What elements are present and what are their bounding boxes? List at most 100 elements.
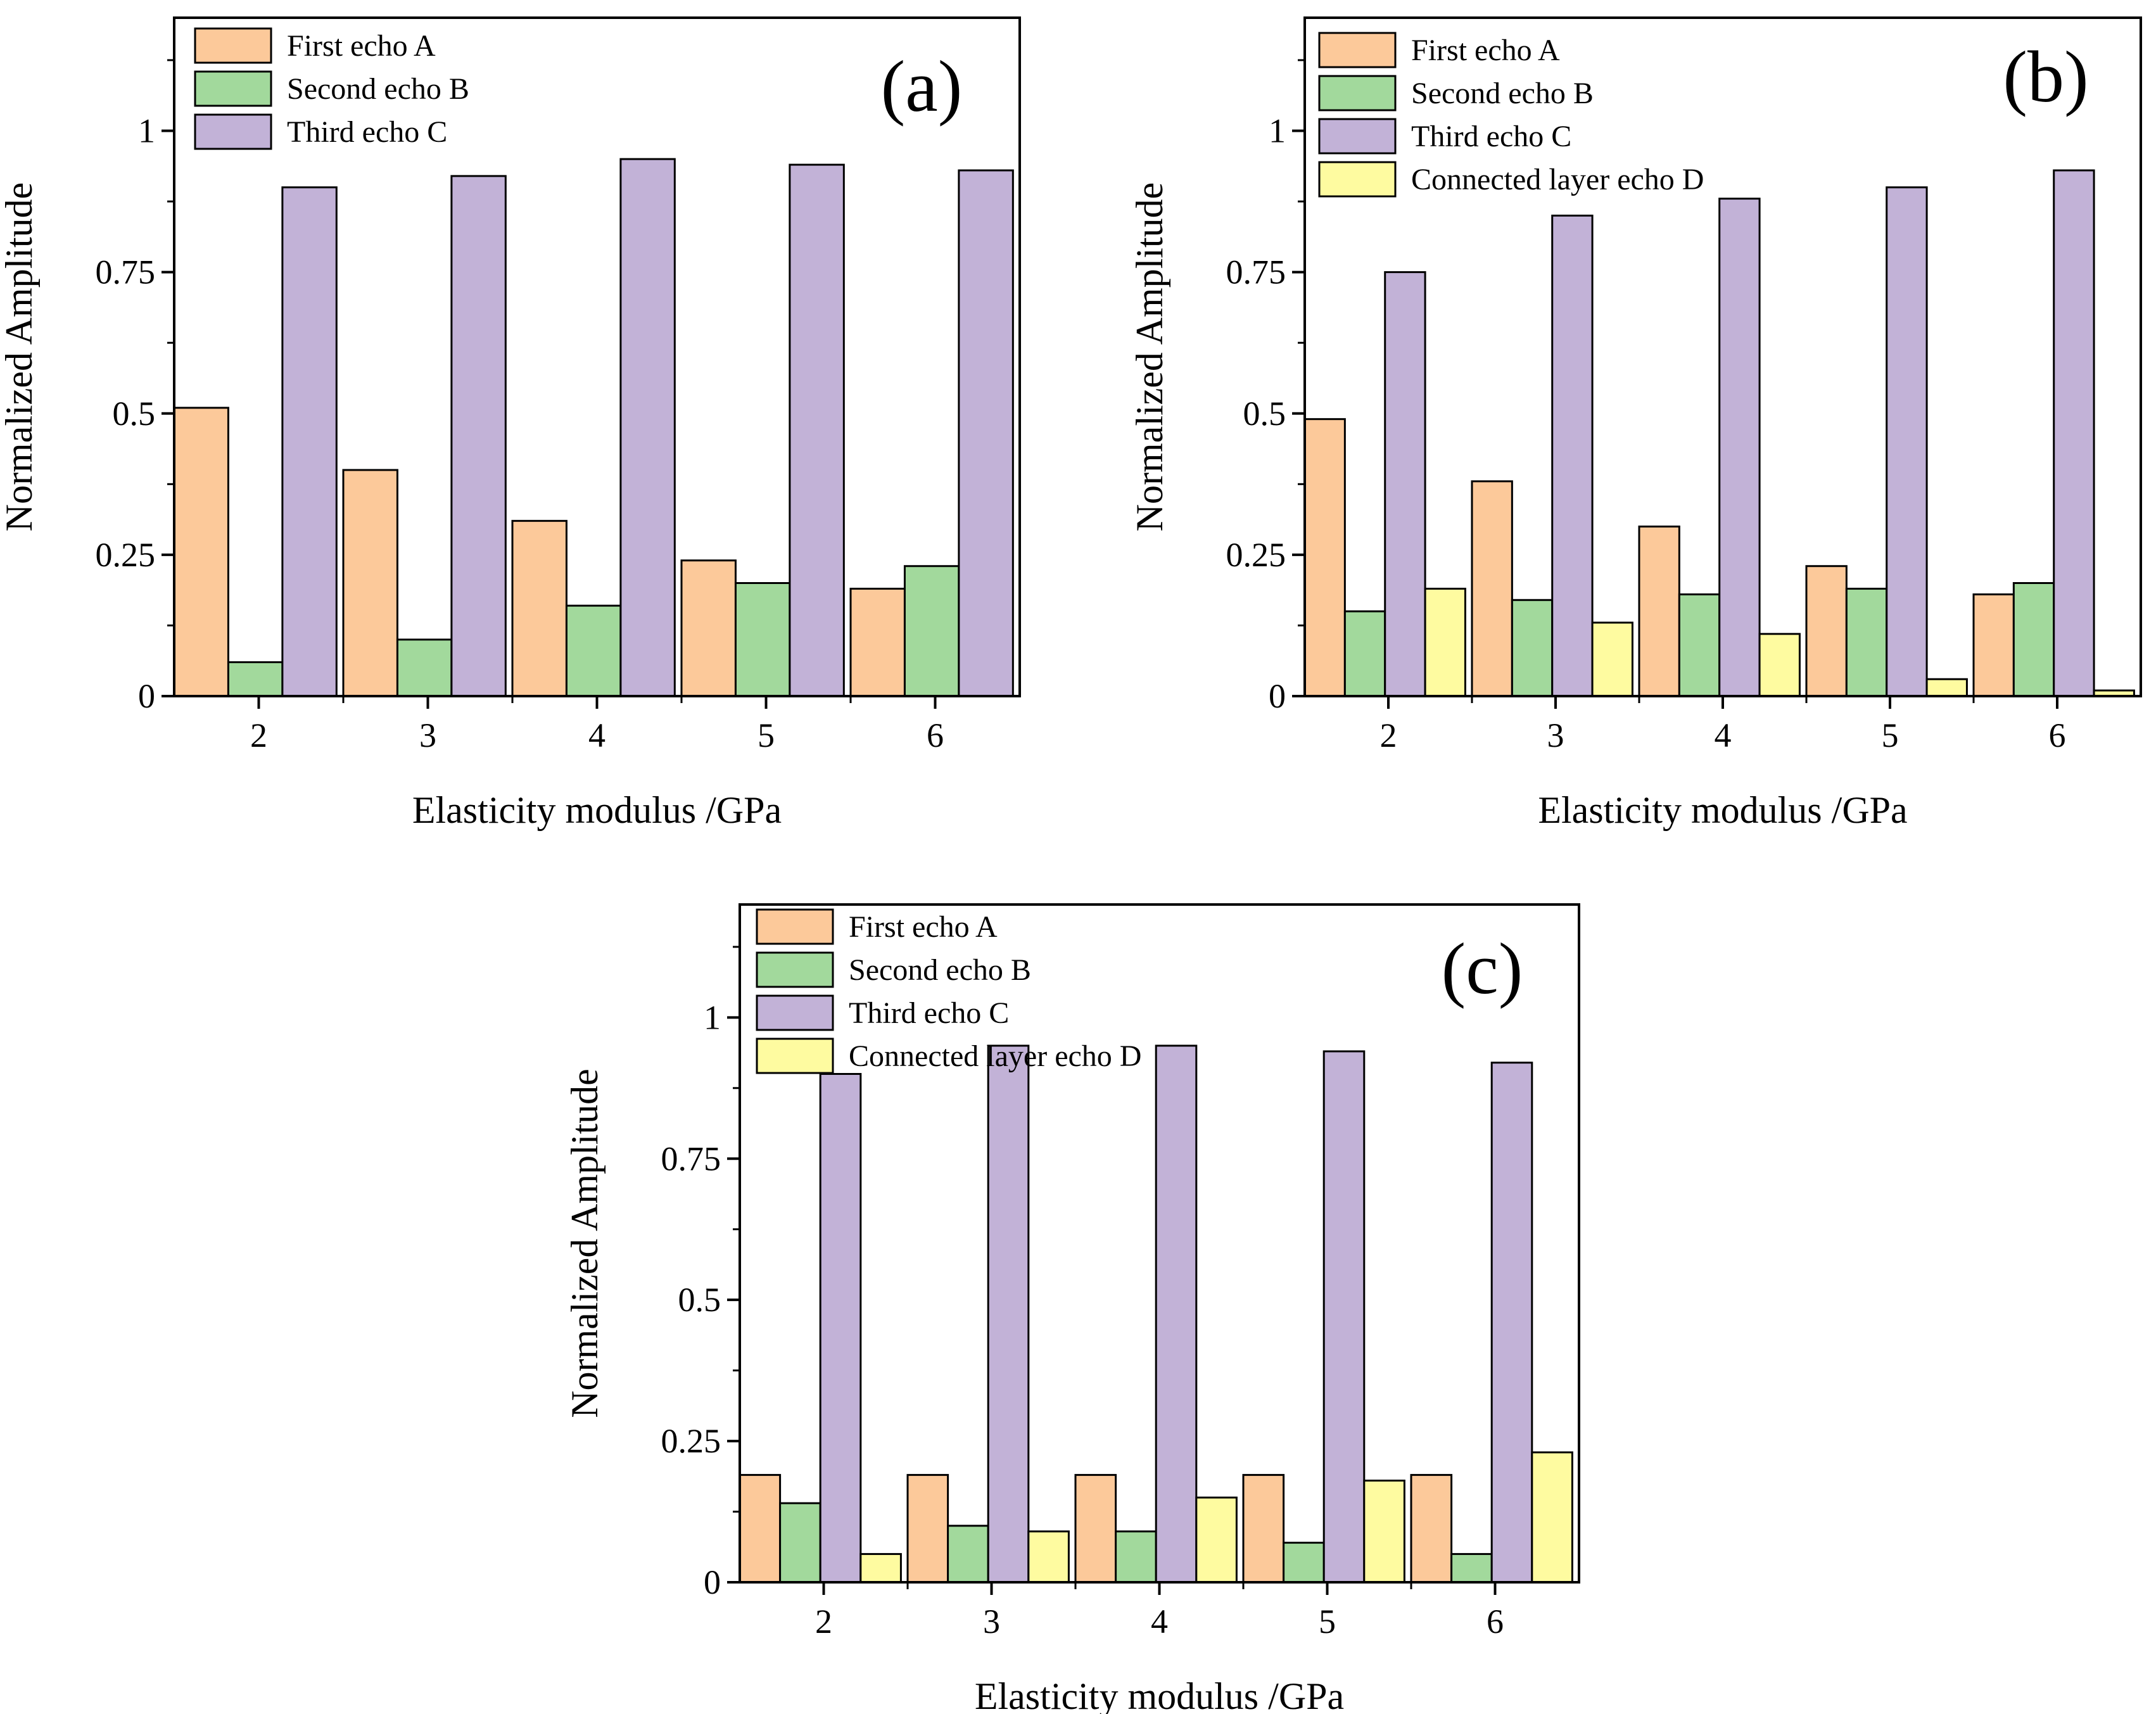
bar xyxy=(947,1525,989,1584)
y-tick-label: 0 xyxy=(1269,677,1286,715)
bar xyxy=(987,1044,1030,1584)
legend-swatch xyxy=(194,70,272,107)
bar xyxy=(1027,1530,1070,1584)
legend-label: Third echo C xyxy=(287,115,447,149)
bar xyxy=(739,1474,782,1584)
legend: First echo A Second echo B Third echo C Con… xyxy=(1318,32,1704,198)
plot-frame xyxy=(173,16,1021,697)
x-tick-label: 4 xyxy=(588,716,606,754)
legend-label: Third echo C xyxy=(849,996,1009,1030)
y-tick-label: 0.5 xyxy=(113,395,156,433)
bar xyxy=(511,519,568,697)
bar xyxy=(789,163,845,697)
bar xyxy=(1511,599,1554,697)
legend-swatch xyxy=(194,113,272,150)
x-tick-label: 6 xyxy=(1487,1603,1504,1641)
bar xyxy=(734,582,791,697)
legend-swatch xyxy=(1318,161,1397,198)
bar xyxy=(859,1552,902,1584)
bar xyxy=(1384,271,1426,697)
bar xyxy=(903,565,960,697)
bar xyxy=(1424,587,1466,697)
bar xyxy=(1758,633,1801,697)
bar xyxy=(1155,1044,1198,1584)
bar xyxy=(779,1502,821,1584)
bar xyxy=(1551,214,1594,697)
bar xyxy=(1363,1480,1405,1584)
y-tick-label: 0.75 xyxy=(96,253,156,291)
bar xyxy=(1718,198,1761,697)
panel-label: (a) xyxy=(881,46,963,127)
bar xyxy=(1242,1474,1285,1584)
legend-swatch xyxy=(1318,75,1397,111)
y-axis-title: Normalized Amplitude xyxy=(0,182,40,532)
bar xyxy=(227,661,284,697)
bar xyxy=(281,186,338,697)
y-tick-label: 1 xyxy=(704,998,721,1036)
bar xyxy=(849,587,906,697)
y-tick-label: 0.25 xyxy=(1226,536,1286,574)
legend-label: Connected layer echo D xyxy=(849,1039,1141,1073)
bar xyxy=(2053,169,2095,697)
bar xyxy=(173,407,229,697)
legend-swatch xyxy=(756,951,834,988)
x-tick-label: 4 xyxy=(1715,716,1732,754)
x-tick-label: 3 xyxy=(419,716,436,754)
legend: First echo A Second echo B Third echo C Con… xyxy=(756,908,1141,1074)
legend-label: Second echo B xyxy=(287,72,469,106)
bar xyxy=(1471,480,1513,697)
legend-swatch xyxy=(1318,118,1397,155)
bar xyxy=(2012,582,2055,697)
bar xyxy=(1410,1474,1453,1584)
x-tick-label: 5 xyxy=(1319,1603,1336,1641)
y-tick-label: 0.75 xyxy=(1226,253,1286,291)
bar xyxy=(680,559,737,697)
x-tick-label: 3 xyxy=(983,1603,1000,1641)
y-axis-title: Normalized Amplitude xyxy=(1129,182,1170,532)
y-tick-label: 0 xyxy=(138,677,155,715)
legend: First echo A Second echo B Third echo C xyxy=(194,27,469,150)
legend-label: First echo A xyxy=(1411,34,1560,67)
bar xyxy=(1283,1542,1325,1584)
bar xyxy=(1845,587,1888,697)
bar xyxy=(396,638,453,697)
bar xyxy=(1972,593,2015,697)
chart-panel-3: 0 0.25 0.5 0.75 1 2 3 4 5 6 Elasticity modulus /GP… xyxy=(564,903,1580,1714)
legend-swatch xyxy=(194,27,272,64)
legend-label: First echo A xyxy=(287,29,436,63)
x-tick-label: 2 xyxy=(815,1603,832,1641)
bar xyxy=(958,169,1014,697)
x-tick-label: 2 xyxy=(250,716,267,754)
bar xyxy=(1678,593,1721,697)
plot-frame xyxy=(739,903,1580,1584)
bar xyxy=(619,158,676,697)
x-tick-label: 6 xyxy=(927,716,944,754)
y-tick-label: 0.25 xyxy=(661,1422,721,1460)
legend-swatch xyxy=(756,1038,834,1074)
bar xyxy=(1303,418,1346,697)
bar xyxy=(1886,186,1928,697)
y-tick-label: 0 xyxy=(704,1563,721,1601)
bar xyxy=(565,604,622,697)
bar xyxy=(1805,565,1848,697)
y-tick-label: 0.5 xyxy=(678,1281,721,1319)
y-tick-label: 0.25 xyxy=(96,536,156,574)
y-tick-label: 0.5 xyxy=(1243,395,1286,433)
x-axis-title: Elasticity modulus /GPa xyxy=(1538,789,1907,831)
y-axis-title: Normalized Amplitude xyxy=(564,1069,606,1418)
bar xyxy=(906,1474,949,1584)
x-tick-label: 5 xyxy=(758,716,775,754)
bar xyxy=(1450,1552,1493,1584)
legend-swatch xyxy=(756,994,834,1031)
x-tick-label: 5 xyxy=(1882,716,1899,754)
legend-label: Second echo B xyxy=(849,953,1031,987)
x-tick-label: 2 xyxy=(1380,716,1397,754)
x-tick-label: 6 xyxy=(2049,716,2066,754)
legend-label: Connected layer echo D xyxy=(1411,163,1704,196)
x-tick-label: 3 xyxy=(1547,716,1564,754)
x-tick-label: 4 xyxy=(1151,1603,1168,1641)
legend-swatch xyxy=(756,908,834,945)
x-axis-title: Elasticity modulus /GPa xyxy=(412,789,782,831)
bar xyxy=(1638,525,1680,697)
